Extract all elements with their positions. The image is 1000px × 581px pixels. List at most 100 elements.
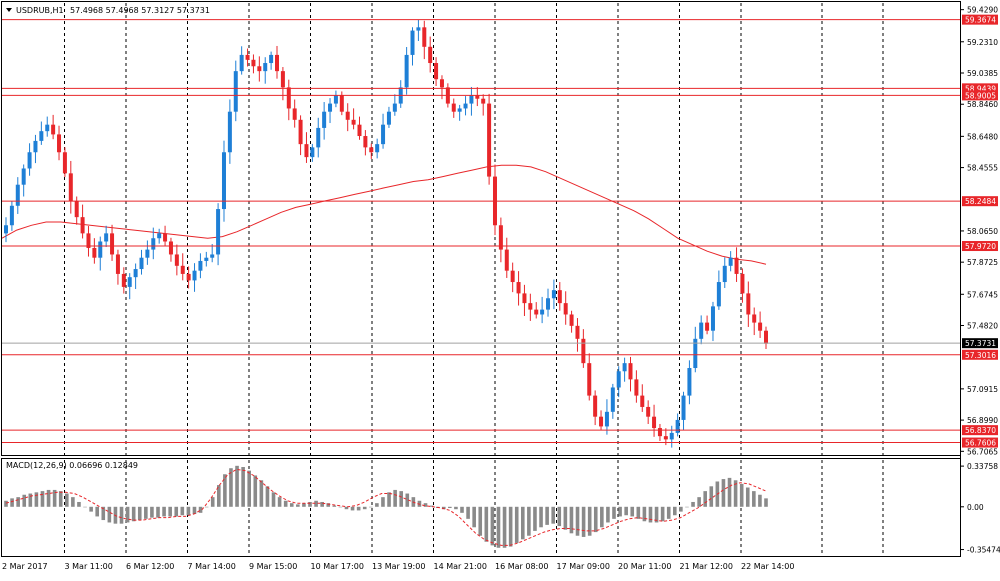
macd-histogram-bar (569, 506, 574, 534)
candle-body (722, 265, 727, 283)
macd-histogram-bar (302, 503, 306, 507)
candle-body (257, 66, 262, 72)
macd-histogram-bar (381, 497, 385, 507)
candle-body (339, 95, 344, 112)
candle-body (557, 290, 562, 304)
candle-body (764, 330, 768, 344)
candle-body (180, 265, 185, 274)
candle-body (221, 152, 226, 210)
candle-body (210, 254, 215, 258)
price-tick-label: 59.2310 (967, 38, 998, 47)
candle-body (516, 282, 521, 294)
candle-body (110, 233, 115, 255)
macd-histogram-bar (144, 506, 148, 519)
candle-body (546, 298, 551, 310)
candle-body (157, 233, 162, 239)
candle-body (734, 257, 739, 274)
macd-label: MACD(12,26,9) 0.06696 0.12849 (6, 461, 138, 470)
macd-histogram-bar (429, 505, 434, 507)
price-tick-label: 57.0915 (967, 385, 998, 394)
candle-body (174, 254, 179, 266)
candle-body (634, 379, 639, 396)
macd-histogram-bar (484, 506, 489, 542)
macd-signal-line (5, 468, 767, 546)
candle-body (381, 124, 386, 145)
macd-histogram-bar (648, 506, 653, 523)
candle-body (322, 111, 327, 128)
x-tick-label: 16 Mar 08:00 (495, 562, 548, 571)
macd-histogram-bar (642, 506, 647, 522)
candle-body (716, 282, 721, 307)
macd-histogram-bar (624, 506, 628, 516)
candle-body (98, 241, 103, 258)
price-tick-label: 56.8990 (967, 416, 998, 425)
candle-body (127, 277, 132, 287)
candle-body (316, 127, 321, 148)
candle-body (410, 30, 415, 55)
macd-histogram-bar (204, 506, 209, 508)
candle-body (333, 95, 338, 104)
candle-body (204, 257, 209, 261)
macd-histogram-bar (685, 506, 689, 508)
candle-body (504, 249, 509, 271)
macd-histogram-bar (618, 506, 622, 517)
candle-body (705, 322, 710, 331)
candle-body (646, 406, 651, 417)
candle-body (752, 314, 757, 323)
macd-histogram-bar (423, 503, 428, 507)
macd-histogram-bar (593, 506, 598, 533)
candle-body (681, 395, 686, 420)
candle-body (80, 217, 85, 234)
macd-histogram-bar (192, 506, 197, 515)
candle-body (345, 111, 350, 120)
candle-body (422, 27, 427, 47)
candles-layer (4, 19, 768, 448)
candle-body (198, 260, 203, 271)
macd-histogram-bar (587, 506, 592, 536)
macd-histogram-bar (551, 506, 555, 524)
candle-body (622, 363, 627, 372)
macd-histogram-bar (362, 506, 367, 510)
candle-body (369, 147, 374, 153)
macd-histogram-bar (673, 506, 677, 516)
price-tick-label: 57.6745 (967, 290, 998, 299)
macd-histogram-bar (764, 498, 768, 507)
macd-histogram-bar (308, 501, 312, 507)
candle-body (9, 205, 14, 226)
macd-histogram-bar (83, 506, 87, 508)
macd-histogram-bar (46, 489, 51, 507)
macd-histogram-bar (320, 501, 324, 507)
macd-histogram-bar (581, 506, 586, 537)
price-tick-label: 59.0385 (967, 69, 998, 78)
macd-histogram-bar (271, 492, 276, 507)
price-level-label: 58.2484 (965, 197, 996, 206)
price-level-label: 58.9439 (965, 84, 996, 93)
candle-body (593, 395, 598, 417)
candle-body (151, 238, 156, 250)
candle-body (74, 200, 79, 218)
macd-histogram-bar (4, 500, 8, 507)
candle-body (62, 152, 67, 174)
candle-body (710, 306, 715, 331)
x-tick-label: 9 Mar 15:00 (249, 562, 297, 571)
candle-body (604, 411, 609, 427)
macd-histogram-bar (16, 497, 20, 507)
candle-body (404, 54, 409, 88)
macd-histogram-bar (563, 506, 568, 530)
macd-histogram-bar (539, 506, 543, 528)
macd-histogram-bar (752, 491, 756, 507)
price-level-label: 59.3674 (965, 16, 996, 25)
macd-histogram-bar (350, 506, 355, 511)
dropdown-triangle-icon[interactable] (6, 8, 12, 12)
candle-body (758, 322, 763, 331)
price-level-tag (962, 90, 998, 101)
price-level-label: 56.7606 (965, 439, 996, 448)
macd-histogram-bar (527, 506, 531, 536)
macd-histogram-bar (454, 506, 458, 510)
macd-histogram-bar (174, 506, 179, 517)
candle-body (227, 111, 232, 153)
x-tick-label: 6 Mar 12:00 (126, 562, 174, 571)
